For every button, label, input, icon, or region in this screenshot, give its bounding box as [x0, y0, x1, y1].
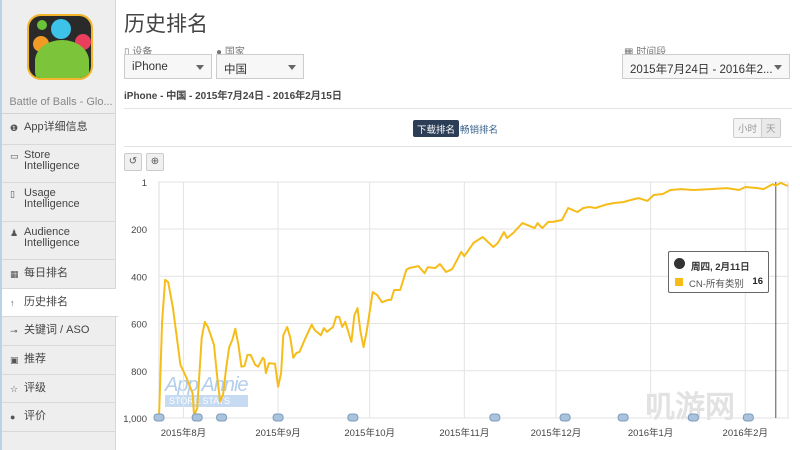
period-select[interactable]: 2015年7月24日 - 2016年2... — [622, 54, 790, 79]
device-label-text: 设备 — [132, 47, 153, 58]
store-icon: ▭ — [10, 151, 19, 161]
sidebar-item-label: 每日排名 — [24, 267, 68, 279]
sidebar-item-label2: Intelligence — [24, 198, 80, 210]
sidebar-item-label: 评级 — [24, 382, 46, 394]
sidebar-item-label: 推荐 — [24, 353, 46, 365]
tab-download-rank[interactable]: 下载排名 — [413, 120, 460, 137]
chart-tooltip: 周四, 2月11日 CN-所有类别 16 — [668, 251, 769, 293]
info-icon: ❶ — [10, 123, 19, 133]
site-watermark: 叽游网 — [645, 391, 735, 424]
sidebar-item-6[interactable]: ⊸ 关键词 / ASO — [2, 317, 116, 346]
period-value: 2015年7月24日 - 2016年2... — [630, 64, 773, 76]
country-select[interactable]: 中国 — [216, 54, 304, 79]
filter-summary: iPhone - 中国 - 2015年7月24日 - 2016年2月15日 — [124, 91, 342, 102]
sidebar-item-1[interactable]: ▭ Store Intelligence — [2, 145, 116, 183]
person-icon: ♟ — [10, 228, 19, 238]
period-label-text: 时间段 — [636, 47, 667, 58]
reset-zoom-button[interactable]: ↺ — [124, 153, 142, 171]
granularity-hour-button[interactable]: 小时 — [734, 119, 762, 137]
chevron-down-icon — [288, 65, 296, 70]
granularity-toggle: 小时 天 — [733, 118, 781, 138]
sidebar-item-2[interactable]: ▯ Usage Intelligence — [2, 183, 116, 222]
sidebar-item-label: Usage — [24, 187, 56, 199]
chevron-down-icon — [196, 65, 204, 70]
device-value: iPhone — [132, 61, 168, 73]
watermark-line1: App Annie — [165, 374, 249, 396]
sidebar-item-label2: Intelligence — [24, 160, 80, 172]
series-swatch — [675, 278, 683, 286]
sidebar-item-3[interactable]: ♟ Audience Intelligence — [2, 222, 116, 260]
globe-icon — [674, 258, 685, 269]
sidebar-item-label: Audience — [24, 226, 70, 238]
period-label: ▦ 时间段 — [624, 47, 667, 58]
bookmark-icon: ▣ — [10, 355, 19, 365]
divider — [124, 108, 792, 109]
sidebar-item-label: App详细信息 — [24, 121, 88, 133]
key-icon: ⊸ — [10, 326, 18, 336]
star-icon: ☆ — [10, 384, 19, 394]
sidebar-item-8[interactable]: ☆ 评级 — [2, 375, 116, 403]
tab-grossing-rank[interactable]: 畅销排名 — [460, 125, 499, 136]
country-label-text: 国家 — [224, 47, 245, 58]
comments-icon: ● — [10, 412, 16, 422]
divider — [124, 146, 792, 147]
arrow-up-icon: ↑ — [10, 298, 15, 308]
app-icon — [27, 14, 93, 80]
zoom-in-button[interactable]: ⊕ — [146, 153, 164, 171]
chevron-down-icon — [774, 65, 782, 70]
undo-icon: ↺ — [128, 156, 138, 167]
phone-icon: ▯ — [10, 189, 15, 199]
country-value: 中国 — [224, 64, 247, 76]
tooltip-series: CN-所有类别 — [689, 279, 744, 290]
device-select[interactable]: iPhone — [124, 54, 212, 79]
calendar-icon: ▦ — [10, 269, 19, 279]
app-annie-watermark: App Annie STORE STATS — [165, 374, 249, 407]
main-content: 历史排名 ▯ 设备 iPhone ● 国家 中国 ▦ 时间段 2015年7月24… — [118, 0, 800, 450]
sidebar: Battle of Balls - Glo... ❶ App详细信息 ▭ Store I… — [0, 0, 118, 450]
sidebar-item-7[interactable]: ▣ 推荐 — [2, 346, 116, 375]
sidebar-item-label: Store — [24, 149, 51, 161]
page-title: 历史排名 — [124, 13, 208, 36]
granularity-day-button[interactable]: 天 — [761, 119, 780, 137]
device-label: ▯ 设备 — [124, 47, 153, 58]
sidebar-item-5[interactable]: ↑ 历史排名 — [2, 289, 118, 317]
app-card[interactable]: Battle of Balls - Glo... — [2, 0, 115, 114]
app-name: Battle of Balls - Glo... — [9, 96, 113, 108]
sidebar-item-0[interactable]: ❶ App详细信息 — [2, 114, 116, 145]
tooltip-date: 周四, 2月11日 — [691, 262, 750, 273]
sidebar-item-9[interactable]: ● 评价 — [2, 403, 116, 432]
country-label: ● 国家 — [216, 47, 245, 58]
sidebar-item-4[interactable]: ▦ 每日排名 — [2, 260, 116, 289]
sidebar-item-label2: Intelligence — [24, 237, 80, 249]
sidebar-item-label: 关键词 / ASO — [24, 324, 90, 336]
zoom-icon: ⊕ — [150, 156, 160, 167]
sidebar-item-label: 历史排名 — [24, 296, 68, 308]
sidebar-item-label: 评价 — [24, 410, 46, 422]
tooltip-value: 16 — [752, 276, 763, 287]
